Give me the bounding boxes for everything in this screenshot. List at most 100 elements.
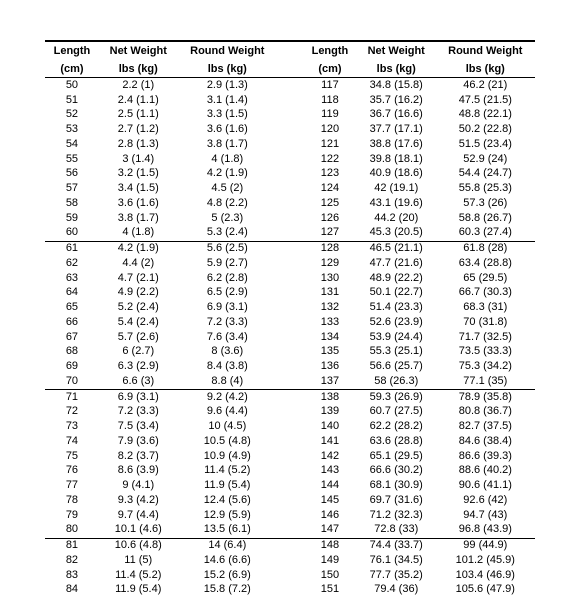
cell-round-right: 68.3 (31) (436, 301, 535, 316)
cell-net-right: 71.2 (32.3) (357, 508, 436, 523)
col-net-right-2: lbs (kg) (357, 60, 436, 78)
col-gap (277, 41, 303, 60)
cell-gap (277, 108, 303, 123)
cell-round-right: 71.7 (32.5) (436, 330, 535, 345)
table-row: 8311.4 (5.2)15.2 (6.9)15077.7 (35.2)103.… (45, 568, 535, 583)
cell-gap (277, 211, 303, 226)
cell-round-left: 15.2 (6.9) (178, 568, 277, 583)
cell-net-right: 62.2 (28.2) (357, 420, 436, 435)
table-row: 799.7 (4.4)12.9 (5.9)14671.2 (32.3)94.7 … (45, 508, 535, 523)
cell-gap (277, 167, 303, 182)
cell-gap (277, 374, 303, 389)
table-row: 706.6 (3)8.8 (4)13758 (26.3)77.1 (35) (45, 374, 535, 389)
cell-net-left: 4 (1.8) (99, 226, 178, 241)
cell-round-left: 11.4 (5.2) (178, 464, 277, 479)
cell-gap (277, 137, 303, 152)
cell-round-right: 54.4 (24.7) (436, 167, 535, 182)
cell-length-right: 127 (303, 226, 357, 241)
cell-net-left: 11 (5) (99, 553, 178, 568)
table-row: 686 (2.7)8 (3.6)13555.3 (25.1)73.5 (33.3… (45, 345, 535, 360)
weight-table: Length Net Weight Round Weight Length Ne… (45, 40, 535, 598)
cell-round-left: 4.5 (2) (178, 182, 277, 197)
cell-net-right: 63.6 (28.8) (357, 434, 436, 449)
cell-gap (277, 78, 303, 93)
cell-net-right: 42 (19.1) (357, 182, 436, 197)
cell-net-right: 46.5 (21.1) (357, 241, 436, 256)
table-row: 8110.6 (4.8)14 (6.4)14874.4 (33.7)99 (44… (45, 538, 535, 553)
col-round-right-2: lbs (kg) (436, 60, 535, 78)
cell-net-left: 3.4 (1.5) (99, 182, 178, 197)
cell-round-right: 78.9 (35.8) (436, 390, 535, 405)
cell-length-left: 71 (45, 390, 99, 405)
cell-round-left: 5 (2.3) (178, 211, 277, 226)
cell-gap (277, 390, 303, 405)
cell-gap (277, 93, 303, 108)
cell-round-left: 6.5 (2.9) (178, 286, 277, 301)
col-round-left-1: Round Weight (178, 41, 277, 60)
cell-length-left: 62 (45, 256, 99, 271)
cell-round-right: 55.8 (25.3) (436, 182, 535, 197)
cell-round-left: 5.3 (2.4) (178, 226, 277, 241)
table-row: 737.5 (3.4)10 (4.5)14062.2 (28.2)82.7 (3… (45, 420, 535, 435)
cell-length-right: 134 (303, 330, 357, 345)
cell-length-left: 74 (45, 434, 99, 449)
cell-length-right: 124 (303, 182, 357, 197)
cell-length-right: 128 (303, 241, 357, 256)
cell-net-left: 6 (2.7) (99, 345, 178, 360)
cell-length-left: 70 (45, 374, 99, 389)
cell-length-left: 60 (45, 226, 99, 241)
cell-net-right: 69.7 (31.6) (357, 493, 436, 508)
cell-length-left: 84 (45, 583, 99, 598)
cell-gap (277, 464, 303, 479)
cell-net-left: 5.4 (2.4) (99, 315, 178, 330)
cell-length-left: 59 (45, 211, 99, 226)
cell-gap (277, 315, 303, 330)
cell-round-left: 4 (1.8) (178, 152, 277, 167)
cell-net-left: 10.6 (4.8) (99, 538, 178, 553)
cell-round-left: 3.6 (1.6) (178, 123, 277, 138)
cell-net-left: 11.4 (5.2) (99, 568, 178, 583)
cell-round-left: 7.6 (3.4) (178, 330, 277, 345)
cell-length-left: 72 (45, 405, 99, 420)
cell-length-right: 147 (303, 523, 357, 538)
cell-net-right: 74.4 (33.7) (357, 538, 436, 553)
cell-round-right: 70 (31.8) (436, 315, 535, 330)
cell-round-right: 50.2 (22.8) (436, 123, 535, 138)
table-row: 593.8 (1.7)5 (2.3)12644.2 (20)58.8 (26.7… (45, 211, 535, 226)
cell-length-right: 139 (303, 405, 357, 420)
cell-round-left: 10.9 (4.9) (178, 449, 277, 464)
cell-gap (277, 568, 303, 583)
cell-length-right: 131 (303, 286, 357, 301)
cell-gap (277, 182, 303, 197)
cell-round-right: 65 (29.5) (436, 271, 535, 286)
cell-net-right: 60.7 (27.5) (357, 405, 436, 420)
cell-length-right: 117 (303, 78, 357, 93)
cell-gap (277, 553, 303, 568)
cell-net-left: 2.7 (1.2) (99, 123, 178, 138)
col-length-left-1: Length (45, 41, 99, 60)
cell-round-right: 73.5 (33.3) (436, 345, 535, 360)
cell-length-right: 138 (303, 390, 357, 405)
col-gap (277, 60, 303, 78)
cell-length-left: 80 (45, 523, 99, 538)
cell-net-right: 37.7 (17.1) (357, 123, 436, 138)
table-row: 532.7 (1.2)3.6 (1.6)12037.7 (17.1)50.2 (… (45, 123, 535, 138)
cell-round-left: 12.4 (5.6) (178, 493, 277, 508)
cell-net-left: 3.6 (1.6) (99, 196, 178, 211)
cell-round-right: 77.1 (35) (436, 374, 535, 389)
cell-round-right: 90.6 (41.1) (436, 479, 535, 494)
cell-length-right: 129 (303, 256, 357, 271)
cell-length-right: 119 (303, 108, 357, 123)
cell-net-right: 65.1 (29.5) (357, 449, 436, 464)
cell-net-left: 8.6 (3.9) (99, 464, 178, 479)
cell-gap (277, 493, 303, 508)
cell-net-right: 58 (26.3) (357, 374, 436, 389)
cell-round-right: 103.4 (46.9) (436, 568, 535, 583)
cell-net-right: 59.3 (26.9) (357, 390, 436, 405)
cell-net-left: 4.7 (2.1) (99, 271, 178, 286)
cell-round-right: 96.8 (43.9) (436, 523, 535, 538)
cell-net-right: 52.6 (23.9) (357, 315, 436, 330)
cell-net-right: 56.6 (25.7) (357, 360, 436, 375)
cell-length-left: 76 (45, 464, 99, 479)
cell-gap (277, 508, 303, 523)
